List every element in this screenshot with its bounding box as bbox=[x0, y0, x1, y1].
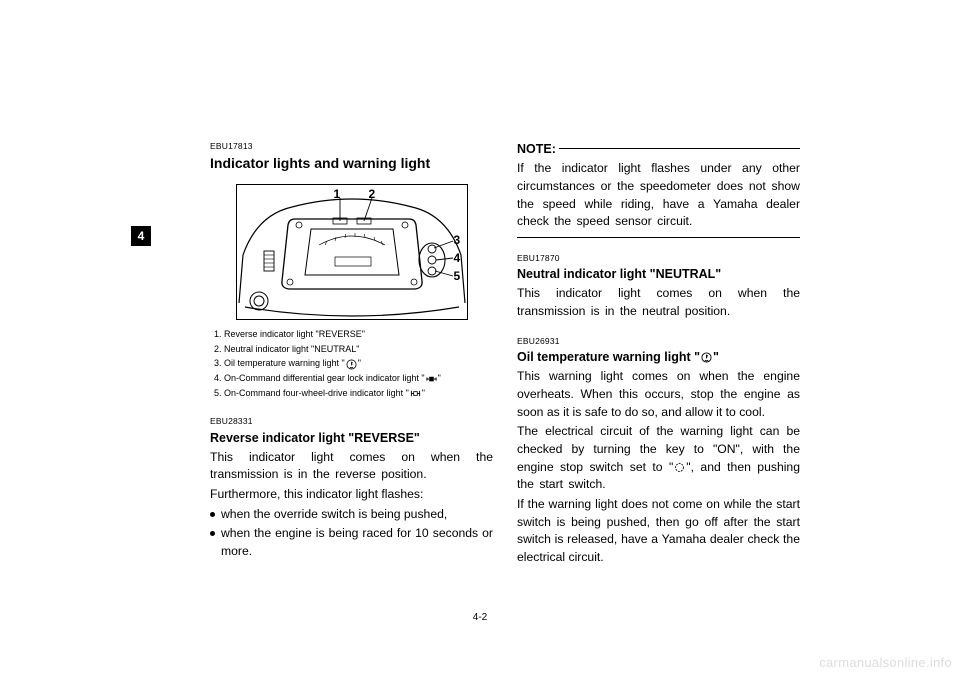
ebu-code: EBU17870 bbox=[517, 252, 800, 264]
ebu-code: EBU26931 bbox=[517, 335, 800, 347]
two-column-layout: EBU17813 Indicator lights and warning li… bbox=[210, 140, 800, 569]
manual-page: 4 EBU17813 Indicator lights and warning … bbox=[0, 0, 960, 678]
figure-captions: 1. Reverse indicator light "REVERSE" 2. … bbox=[214, 328, 493, 402]
subsection-title-reverse: Reverse indicator light "REVERSE" bbox=[210, 429, 493, 447]
fig-callout-2: 2 bbox=[369, 186, 376, 203]
body-text: The electrical circuit of the warning li… bbox=[517, 423, 800, 494]
note-text: If the indicator light flashes under any… bbox=[517, 160, 800, 231]
diff-lock-icon bbox=[426, 374, 437, 385]
left-column: EBU17813 Indicator lights and warning li… bbox=[210, 140, 493, 569]
ebu-code: EBU28331 bbox=[210, 415, 493, 427]
bullet-list: when the override switch is being pushed… bbox=[210, 506, 493, 561]
subsection-title-oil: Oil temperature warning light "" bbox=[517, 348, 800, 366]
body-text: This indicator light comes on when the t… bbox=[210, 449, 493, 484]
note-rule-bottom bbox=[517, 237, 800, 238]
note-rule bbox=[559, 148, 800, 149]
note-label: NOTE: bbox=[517, 140, 559, 158]
list-text: when the override switch is being pushed… bbox=[221, 506, 493, 524]
caption-3: 3. Oil temperature warning light "" bbox=[214, 357, 493, 371]
caption-2: 2. Neutral indicator light "NEUTRAL" bbox=[214, 343, 493, 357]
fig-callout-5: 5 bbox=[454, 268, 461, 285]
bullet-icon bbox=[210, 531, 215, 536]
oil-temp-icon bbox=[346, 359, 357, 370]
fig-callout-1: 1 bbox=[334, 186, 341, 203]
right-column: NOTE: If the indicator light flashes und… bbox=[517, 140, 800, 569]
list-text: when the engine is being raced for 10 se… bbox=[221, 525, 493, 560]
caption-5: 5. On-Command four-wheel-drive indicator… bbox=[214, 387, 493, 401]
list-item: when the engine is being raced for 10 se… bbox=[210, 525, 493, 560]
caption-4: 4. On-Command differential gear lock ind… bbox=[214, 372, 493, 386]
body-text: If the warning light does not come on wh… bbox=[517, 496, 800, 567]
oil-temp-icon bbox=[701, 352, 712, 363]
bullet-icon bbox=[210, 512, 215, 517]
body-text: This warning light comes on when the eng… bbox=[517, 368, 800, 421]
fig-callout-4: 4 bbox=[454, 250, 461, 267]
watermark: carmanualsonline.info bbox=[819, 655, 952, 670]
chapter-tab: 4 bbox=[131, 226, 151, 246]
list-item: when the override switch is being pushed… bbox=[210, 506, 493, 524]
four-wheel-drive-icon bbox=[410, 388, 421, 399]
fig-callout-3: 3 bbox=[454, 232, 461, 249]
body-text: Furthermore, this indicator light flashe… bbox=[210, 486, 493, 504]
body-text: This indicator light comes on when the t… bbox=[517, 285, 800, 320]
dashboard-figure: 1 2 3 4 5 bbox=[236, 184, 468, 320]
ebu-code: EBU17813 bbox=[210, 140, 493, 152]
section-title: Indicator lights and warning light bbox=[210, 153, 493, 173]
subsection-title-neutral: Neutral indicator light "NEUTRAL" bbox=[517, 265, 800, 283]
caption-1: 1. Reverse indicator light "REVERSE" bbox=[214, 328, 493, 342]
page-number: 4-2 bbox=[0, 612, 960, 623]
note-header: NOTE: bbox=[517, 140, 800, 158]
engine-run-icon bbox=[674, 462, 685, 473]
